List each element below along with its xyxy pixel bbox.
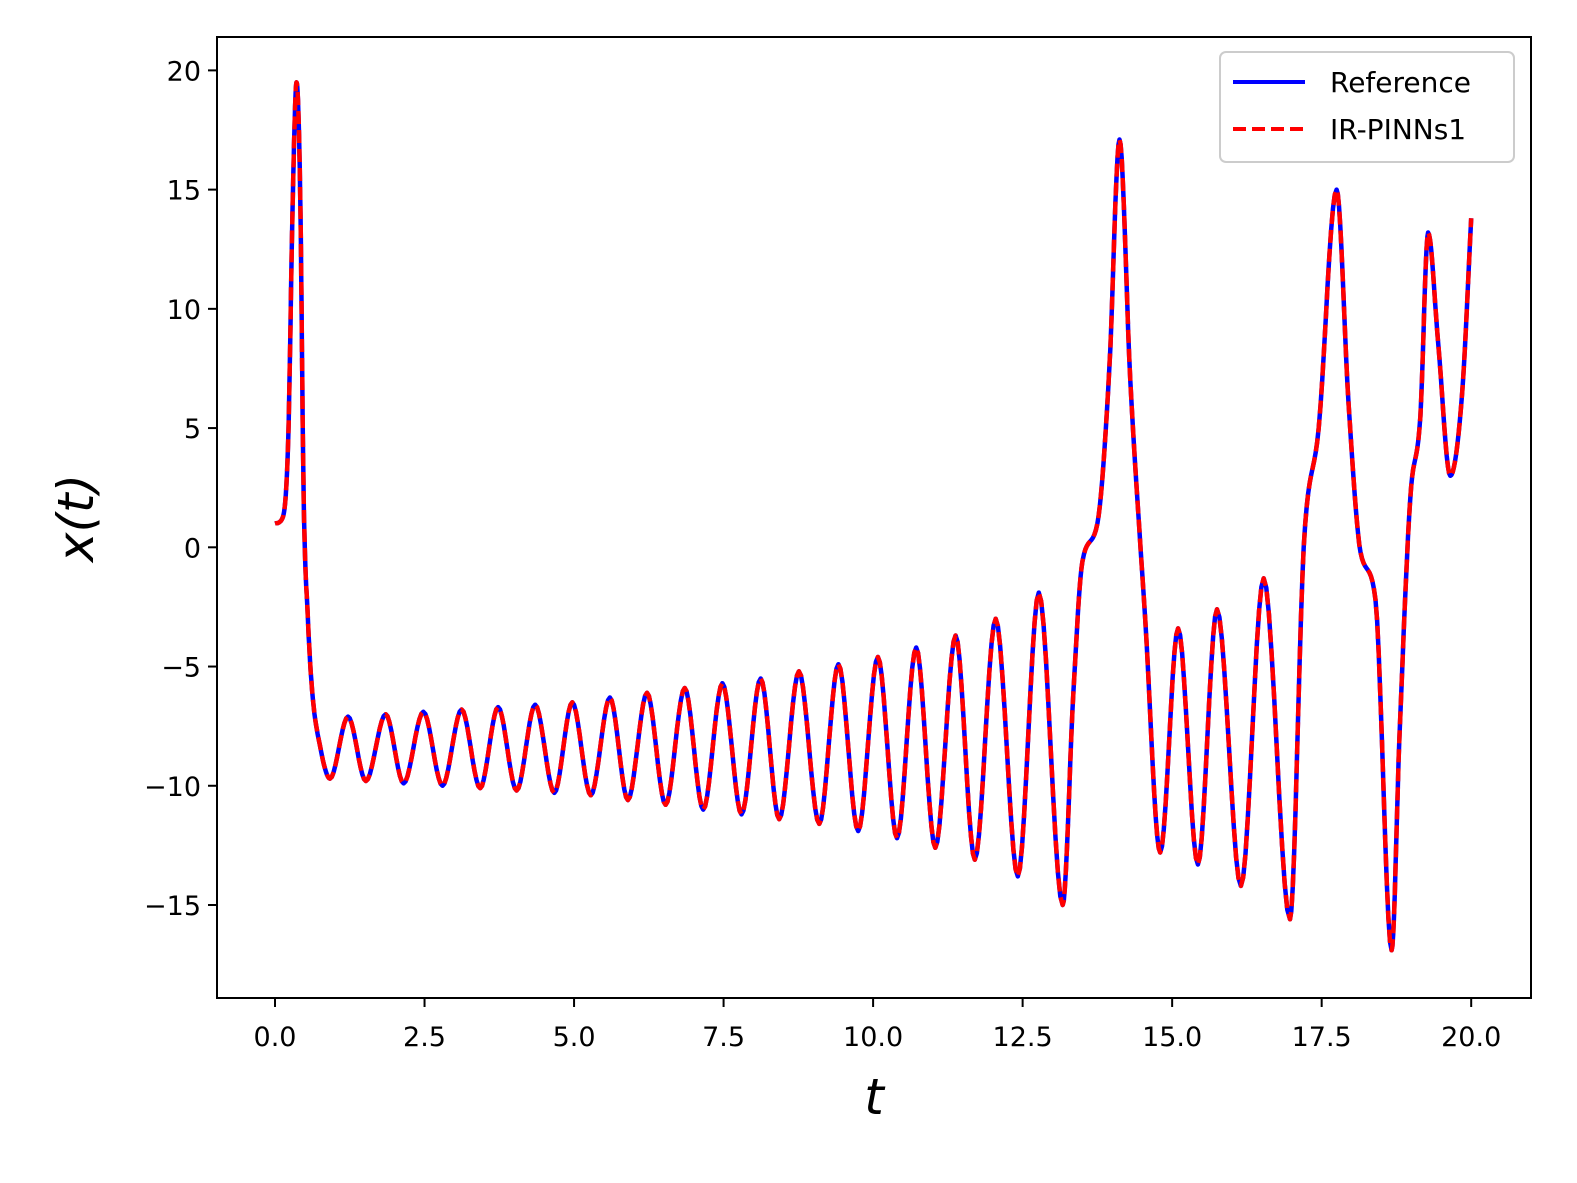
y-tick-label: 20 <box>167 56 201 87</box>
y-tick-label: 15 <box>167 176 201 207</box>
legend-label-reference: Reference <box>1330 66 1471 99</box>
x-tick-label: 20.0 <box>1441 1022 1501 1053</box>
legend-box <box>1219 51 1515 163</box>
x-axis-label: t <box>864 1068 886 1126</box>
y-tick-label: −15 <box>144 891 201 922</box>
x-tick-label: 0.0 <box>254 1022 297 1053</box>
x-tick-label: 17.5 <box>1292 1022 1352 1053</box>
x-axis: 0.0 2.5 5.0 7.5 10.0 12.5 15.0 17.5 20.0 <box>254 998 1501 1053</box>
x-tick-label: 2.5 <box>403 1022 446 1053</box>
y-tick-label: 0 <box>184 533 201 564</box>
y-tick-label: −5 <box>161 653 201 684</box>
series-layer <box>273 80 1474 953</box>
series-line-ir-pinns1 <box>273 80 1474 953</box>
y-axis-label: x(t) <box>47 474 105 564</box>
x-tick-label: 7.5 <box>702 1022 745 1053</box>
x-tick-label: 5.0 <box>553 1022 596 1053</box>
y-tick-label: −10 <box>144 772 201 803</box>
y-axis: 20 15 10 5 0 −5 −10 −15 <box>144 56 217 922</box>
x-tick-label: 12.5 <box>993 1022 1053 1053</box>
legend-label-ir-pinns1: IR-PINNs1 <box>1330 113 1466 146</box>
y-tick-label: 10 <box>167 295 201 326</box>
x-tick-label: 10.0 <box>843 1022 903 1053</box>
y-tick-label: 5 <box>184 414 201 445</box>
legend: Reference IR-PINNs1 <box>1219 51 1515 163</box>
x-tick-label: 15.0 <box>1142 1022 1202 1053</box>
